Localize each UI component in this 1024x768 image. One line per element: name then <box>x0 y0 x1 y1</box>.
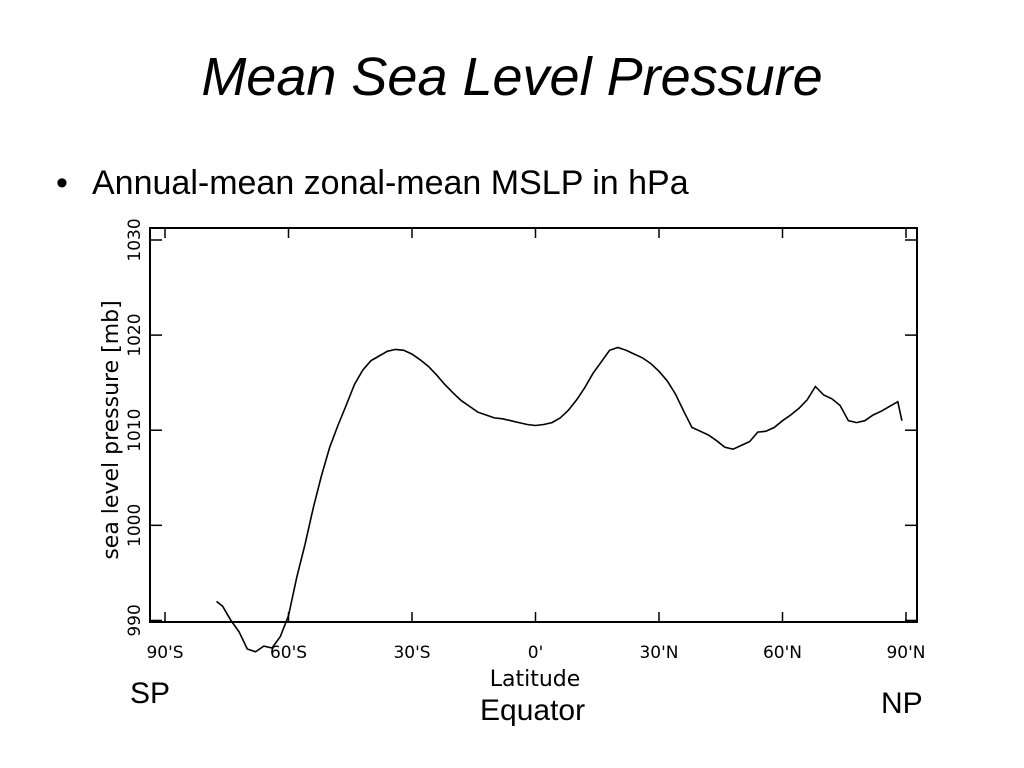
x-axis-label: Latitude <box>490 667 581 692</box>
north-pole-label: NP <box>881 687 923 720</box>
bullet-item: • Annual-mean zonal-mean MSLP in hPa <box>56 164 689 203</box>
x-tick-label: 60'N <box>763 643 802 663</box>
y-tick-label: 1000 <box>125 504 145 547</box>
y-axis-label: sea level pressure [mb] <box>99 300 124 559</box>
equator-label: Equator <box>480 694 586 727</box>
bullet-text: Annual-mean zonal-mean MSLP in hPa <box>92 164 689 202</box>
y-tick-label: 1010 <box>125 409 145 452</box>
plot-frame <box>149 227 918 623</box>
x-tick-label: 0' <box>528 643 544 663</box>
south-pole-label: SP <box>130 677 171 710</box>
bullet-marker: • <box>56 164 68 202</box>
x-tick-label: 90'N <box>886 643 925 663</box>
x-tick-label: 30'N <box>639 643 678 663</box>
slide-title: Mean Sea Level Pressure <box>201 47 823 107</box>
x-tick-label: 30'S <box>393 643 430 663</box>
y-tick-label: 1020 <box>125 313 145 356</box>
x-axis: 90'S 60'S 30'S 0' 30'N 60'N 90'N <box>146 228 926 663</box>
y-axis: 990 1000 1010 1020 1030 <box>125 218 917 637</box>
x-tick-label: 60'S <box>270 643 307 663</box>
y-tick-label: 1030 <box>125 218 145 261</box>
y-tick-label: 990 <box>125 604 145 636</box>
x-tick-label: 90'S <box>146 643 183 663</box>
series-line-mslp <box>216 346 903 653</box>
